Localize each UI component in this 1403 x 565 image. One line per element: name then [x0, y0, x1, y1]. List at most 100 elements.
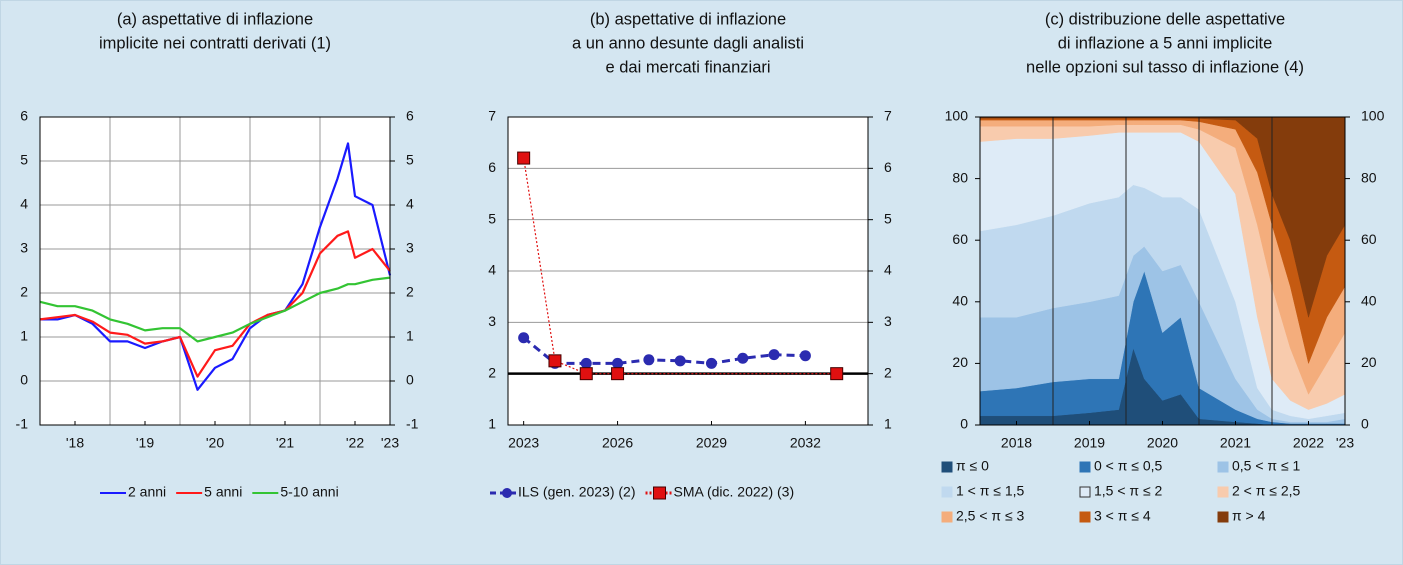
legend-swatch: [941, 486, 953, 498]
legend-swatch: [1217, 461, 1229, 473]
plot-border: [979, 116, 1346, 426]
y-tick-label: 0: [20, 372, 28, 388]
plot-border: [39, 116, 391, 426]
chart-title: implicite nei contratti derivati (1): [99, 34, 331, 52]
y2-tick-label: 0: [406, 372, 414, 388]
y2-tick-label: 20: [1361, 354, 1377, 370]
x-tick-label: '18: [66, 435, 84, 451]
chart-title: (c) distribuzione delle aspettative: [1045, 10, 1285, 28]
y2-tick-label: 40: [1361, 293, 1377, 309]
y2-tick-label: 7: [884, 108, 892, 124]
y-tick-label: 20: [952, 354, 968, 370]
y-tick-label: 5: [20, 152, 28, 168]
y2-tick-label: -1: [406, 416, 419, 432]
y2-tick-label: 6: [406, 108, 414, 124]
marker: [612, 357, 624, 369]
y2-tick-label: 5: [884, 210, 892, 226]
plot-area: [40, 117, 390, 425]
legend-label: 5-10 anni: [280, 484, 338, 500]
legend-swatch: [1079, 461, 1091, 473]
x-tick-label: 2029: [696, 435, 727, 451]
y-tick-label: 4: [488, 262, 496, 278]
y-tick-label: 1: [488, 416, 496, 432]
chart-title: e dai mercati finanziari: [605, 58, 770, 76]
legend-swatch: [1217, 511, 1229, 523]
x-tick-label: 2019: [1074, 435, 1105, 451]
chart-title: (b) aspettative di inflazione: [590, 10, 786, 28]
marker: [768, 349, 780, 361]
legend-label: 2 < π ≤ 2,5: [1232, 483, 1301, 499]
legend-marker: [653, 486, 667, 500]
panel: (c) distribuzione delle aspettative di in…: [941, 10, 1385, 524]
y2-tick-label: 80: [1361, 169, 1377, 185]
y-tick-label: 3: [488, 313, 496, 329]
y-tick-label: 6: [20, 108, 28, 124]
marker: [674, 355, 686, 367]
y2-tick-label: 2: [406, 284, 414, 300]
legend-label: 3 < π ≤ 4: [1094, 508, 1151, 524]
marker: [830, 367, 844, 381]
marker: [517, 151, 531, 165]
x-tick-label: '23: [1336, 435, 1354, 451]
x-tick-label: 2026: [602, 435, 633, 451]
x-tick-label: '21: [276, 435, 294, 451]
y-tick-label: 100: [945, 108, 969, 124]
legend-swatch: [1079, 486, 1091, 498]
x-tick-label: 2021: [1220, 435, 1251, 451]
y-tick-label: 2: [488, 364, 496, 380]
y-tick-label: 6: [488, 159, 496, 175]
legend-label: 1,5 < π ≤ 2: [1094, 483, 1163, 499]
y-tick-label: 4: [20, 196, 28, 212]
legend-label: 1 < π ≤ 1,5: [956, 483, 1025, 499]
y-tick-label: 0: [960, 416, 968, 432]
x-tick-label: '20: [206, 435, 224, 451]
series-line: [39, 230, 391, 378]
series-line: [523, 158, 837, 375]
chart-title: di inflazione a 5 anni implicite: [1058, 34, 1273, 52]
series-line: [39, 276, 391, 343]
y-tick-label: -1: [16, 416, 29, 432]
plot-border: [507, 116, 869, 426]
y2-tick-label: 2: [884, 364, 892, 380]
y2-tick-label: 0: [1361, 416, 1369, 432]
y-tick-label: 5: [488, 210, 496, 226]
marker: [518, 332, 530, 344]
legend-label: 0,5 < π ≤ 1: [1232, 458, 1301, 474]
y2-tick-label: 4: [884, 262, 892, 278]
y2-tick-label: 5: [406, 152, 414, 168]
legend-label: 2 anni: [128, 484, 166, 500]
legend-label: ILS (gen. 2023) (2): [518, 484, 636, 500]
marker: [643, 354, 655, 366]
legend-marker: [502, 488, 512, 498]
y2-tick-label: 60: [1361, 231, 1377, 247]
legend-swatch: [1217, 486, 1229, 498]
series-line: [522, 336, 806, 365]
marker: [799, 350, 811, 362]
legend-label: SMA (dic. 2022) (3): [674, 484, 795, 500]
legend-swatch: [941, 511, 953, 523]
marker: [611, 367, 625, 381]
plot: [979, 116, 1346, 426]
x-tick-label: '23: [381, 435, 399, 451]
y2-tick-label: 1: [884, 416, 892, 432]
legend-label: 0 < π ≤ 0,5: [1094, 458, 1163, 474]
x-tick-label: 2032: [790, 435, 821, 451]
marker: [579, 367, 593, 381]
overlay: [1052, 117, 1273, 425]
y-tick-label: 60: [952, 231, 968, 247]
chart-title: a un anno desunte dagli analisti: [572, 34, 804, 52]
y-tick-label: 7: [488, 108, 496, 124]
x-tick-label: 2020: [1147, 435, 1178, 451]
series-line: [40, 142, 392, 391]
y2-tick-label: 3: [406, 240, 414, 256]
marker: [548, 354, 562, 368]
chart-title: nelle opzioni sul tasso di inflazione (4…: [1026, 58, 1304, 76]
legend-swatch: [1079, 511, 1091, 523]
y-tick-label: 3: [20, 240, 28, 256]
legend-label: 2,5 < π ≤ 3: [956, 508, 1025, 524]
marker: [737, 352, 749, 364]
chart-title: (a) aspettative di inflazione: [117, 10, 313, 28]
y2-tick-label: 4: [406, 196, 414, 212]
legend-label: π ≤ 0: [956, 458, 989, 474]
